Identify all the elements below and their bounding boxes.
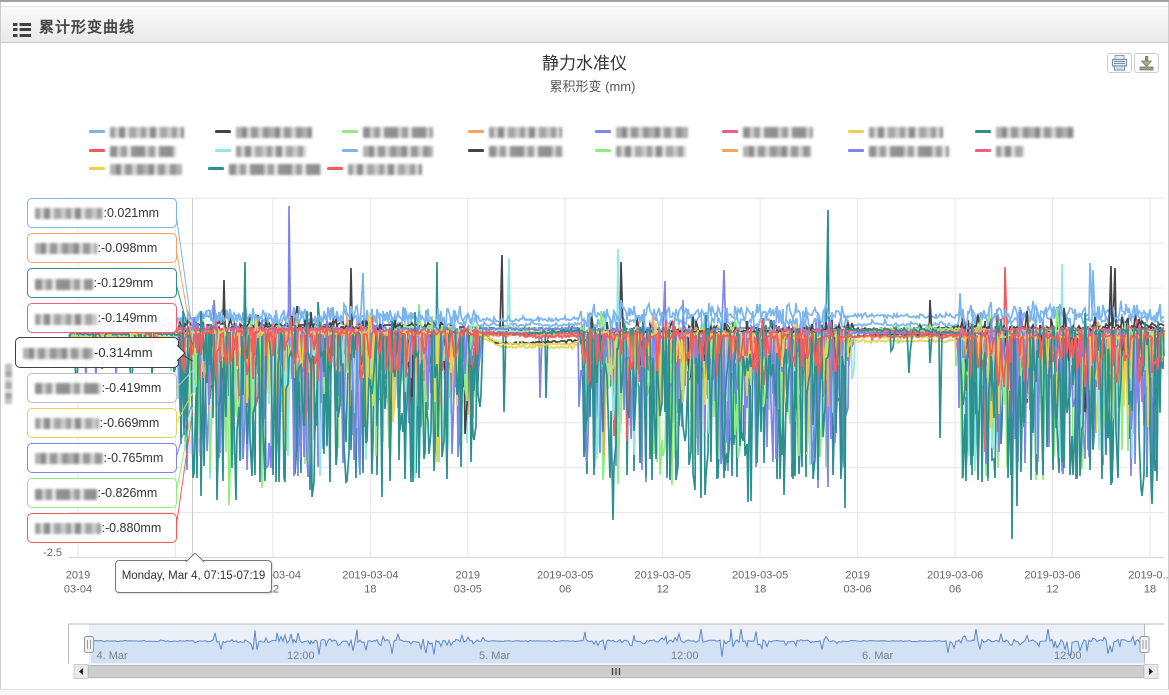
svg-text:2019-03-06: 2019-03-06 bbox=[927, 570, 983, 582]
svg-text:2019: 2019 bbox=[66, 570, 90, 582]
svg-text:12: 12 bbox=[1046, 584, 1058, 596]
svg-text:5. Mar: 5. Mar bbox=[479, 650, 511, 662]
svg-text:2019-03-05: 2019-03-05 bbox=[732, 570, 788, 582]
svg-text:03-05: 03-05 bbox=[454, 584, 482, 596]
svg-text:2019-03-04: 2019-03-04 bbox=[342, 570, 398, 582]
svg-text:2019: 2019 bbox=[845, 570, 869, 582]
svg-text:6. Mar: 6. Mar bbox=[862, 650, 894, 662]
svg-text:2019-03-05: 2019-03-05 bbox=[537, 570, 593, 582]
svg-text:06: 06 bbox=[949, 584, 961, 596]
svg-text:4. Mar: 4. Mar bbox=[97, 650, 129, 662]
svg-text:03-04: 03-04 bbox=[64, 584, 92, 596]
svg-text:2019-03-05: 2019-03-05 bbox=[635, 570, 691, 582]
svg-text:12:00: 12:00 bbox=[671, 650, 699, 662]
svg-text:2019: 2019 bbox=[456, 570, 480, 582]
svg-text:03-06: 03-06 bbox=[844, 584, 872, 596]
svg-text:12:00: 12:00 bbox=[1054, 650, 1082, 662]
svg-text:18: 18 bbox=[1144, 584, 1156, 596]
svg-text:06: 06 bbox=[559, 584, 571, 596]
svg-text:2019-03-06: 2019-03-06 bbox=[1024, 570, 1080, 582]
svg-text:2019-0...: 2019-0... bbox=[1128, 570, 1169, 582]
svg-text:18: 18 bbox=[754, 584, 766, 596]
svg-text:-2.5: -2.5 bbox=[43, 547, 62, 559]
svg-text:12: 12 bbox=[657, 584, 669, 596]
svg-text:12:00: 12:00 bbox=[287, 650, 315, 662]
svg-text:18: 18 bbox=[364, 584, 376, 596]
